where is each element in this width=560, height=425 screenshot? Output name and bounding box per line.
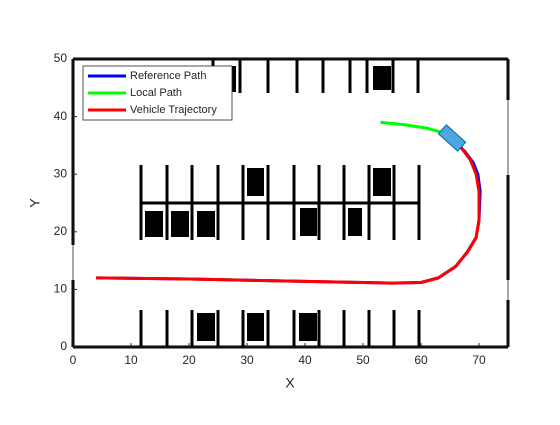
x-tick-label: 60 xyxy=(414,353,428,367)
y-tick-label: 0 xyxy=(60,339,67,353)
y-tick-label: 40 xyxy=(54,109,68,123)
series-line xyxy=(96,147,481,285)
y-tick-label: 50 xyxy=(54,51,68,65)
legend-label: Local Path xyxy=(130,87,182,99)
x-tick-label: 40 xyxy=(298,353,312,367)
axes-box xyxy=(72,58,509,348)
legend-label: Vehicle Trajectory xyxy=(130,104,217,116)
x-axis-label: X xyxy=(285,375,295,391)
x-tick-label: 10 xyxy=(124,353,138,367)
y-tick-label: 20 xyxy=(54,224,68,238)
x-tick-label: 30 xyxy=(240,353,254,367)
y-tick-label: 10 xyxy=(54,282,68,296)
x-tick-label: 50 xyxy=(356,353,370,367)
x-tick-label: 70 xyxy=(472,353,486,367)
legend: Reference Path Local Path Vehicle Trajecto… xyxy=(82,65,233,121)
legend-label: Reference Path xyxy=(130,70,206,82)
x-tick-label: 0 xyxy=(70,353,77,367)
y-axis-label: Y xyxy=(27,198,43,208)
x-tick-label: 20 xyxy=(182,353,196,367)
y-tick-label: 30 xyxy=(54,166,68,180)
ego-vehicle xyxy=(437,124,467,152)
